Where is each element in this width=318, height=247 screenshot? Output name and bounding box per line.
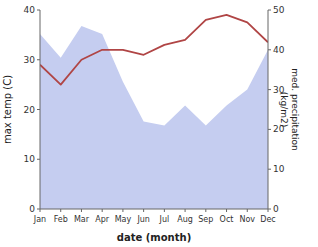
x-tick-label: Jun xyxy=(136,215,150,224)
y-tick-label: 40 xyxy=(24,5,36,15)
y-tick xyxy=(37,59,40,60)
x-tick xyxy=(122,209,123,212)
x-tick xyxy=(40,209,41,212)
x-tick xyxy=(226,209,227,212)
y-tick-label: 10 xyxy=(24,154,36,164)
y2-axis-label: med. precipitation(kg/m2) xyxy=(279,68,300,150)
right-axis xyxy=(268,10,269,209)
chart: 01020304001020304050JanFebMarAprMayJunJu… xyxy=(0,0,318,247)
x-tick xyxy=(205,209,206,212)
x-tick-label: Jul xyxy=(159,215,170,224)
y2-tick-label: 50 xyxy=(273,5,285,15)
x-tick-label: May xyxy=(115,215,132,224)
y2-tick xyxy=(268,49,271,50)
x-tick-label: Nov xyxy=(239,215,255,224)
x-tick-label: Feb xyxy=(54,215,68,224)
y-tick xyxy=(37,10,40,11)
y-tick-label: 30 xyxy=(24,55,36,65)
x-tick-label: Aug xyxy=(177,215,193,224)
y-axis-label: max temp (C) xyxy=(2,75,13,144)
chart-container: 01020304001020304050JanFebMarAprMayJunJu… xyxy=(0,0,318,247)
x-tick xyxy=(60,209,61,212)
x-tick-label: Apr xyxy=(95,215,110,224)
y2-tick-label: 0 xyxy=(273,204,279,214)
x-tick-label: Jan xyxy=(33,215,46,224)
bottom-axis xyxy=(40,209,268,210)
y2-tick-label: 10 xyxy=(273,164,285,174)
x-tick xyxy=(81,209,82,212)
y-tick xyxy=(37,159,40,160)
precipitation-area xyxy=(40,26,268,209)
x-axis-label: date (month) xyxy=(117,232,191,243)
y2-tick xyxy=(268,89,271,90)
temperature-line xyxy=(40,15,268,85)
y2-tick-label: 40 xyxy=(273,45,285,55)
y2-tick xyxy=(268,10,271,11)
y2-tick xyxy=(268,129,271,130)
y-tick-label: 0 xyxy=(29,204,35,214)
x-tick-label: Oct xyxy=(220,215,234,224)
x-tick xyxy=(164,209,165,212)
y2-tick xyxy=(268,169,271,170)
y-tick-label: 20 xyxy=(24,105,36,115)
x-tick xyxy=(268,209,269,212)
x-tick-label: Sep xyxy=(198,215,213,224)
x-tick-label: Dec xyxy=(260,215,275,224)
x-tick xyxy=(143,209,144,212)
x-tick xyxy=(185,209,186,212)
x-tick-label: Mar xyxy=(74,215,90,224)
x-tick xyxy=(102,209,103,212)
plot-area xyxy=(40,15,268,209)
x-tick xyxy=(247,209,248,212)
y-tick xyxy=(37,109,40,110)
